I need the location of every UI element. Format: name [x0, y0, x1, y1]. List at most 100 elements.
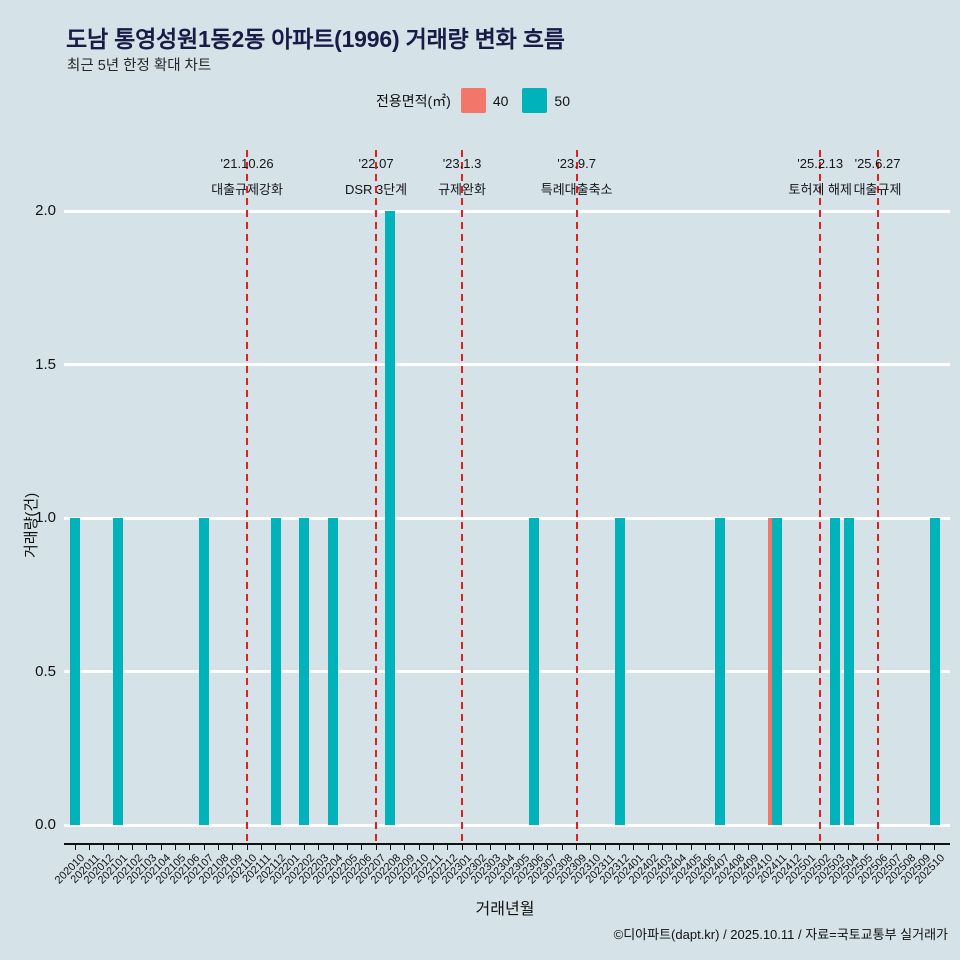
x-tick	[332, 845, 334, 850]
x-tick	[447, 845, 449, 850]
x-tick	[103, 845, 105, 850]
gridline	[64, 363, 950, 366]
event-label: 토허제 해제	[788, 182, 852, 197]
x-tick	[561, 845, 563, 850]
y-tick-label: 0.0	[35, 816, 56, 833]
y-tick-label: 0.5	[35, 662, 56, 680]
x-tick	[146, 845, 148, 850]
x-tick	[432, 845, 434, 850]
x-tick	[375, 845, 377, 850]
credit-text: ©디아파트(dapt.kr) / 2025.10.11 / 자료=국토교통부 실…	[613, 927, 948, 942]
event-date: '21.10.26	[220, 156, 274, 171]
x-tick	[647, 845, 649, 850]
x-tick	[346, 845, 348, 850]
y-tick-label: 1.5	[35, 355, 56, 373]
bar-202101-50m2	[113, 518, 124, 825]
x-tick	[246, 845, 248, 850]
event-line-202506	[876, 150, 879, 843]
x-tick	[604, 845, 606, 850]
x-tick	[275, 845, 277, 850]
x-tick	[289, 845, 291, 850]
x-tick	[748, 845, 750, 850]
event-label: DSR 3단계	[344, 182, 408, 197]
x-tick	[389, 845, 391, 850]
x-tick	[361, 845, 363, 850]
x-tick	[547, 845, 549, 850]
x-tick	[719, 845, 721, 850]
bar-202503-50m2	[829, 518, 840, 825]
x-tick	[776, 845, 778, 850]
bar-202312-50m2	[614, 518, 625, 825]
x-tick	[891, 845, 893, 850]
x-tick	[318, 845, 320, 850]
legend-swatch-40	[460, 88, 486, 113]
x-tick	[174, 845, 176, 850]
x-tick	[905, 845, 907, 850]
x-tick	[303, 845, 305, 850]
x-tick	[88, 845, 90, 850]
x-tick	[819, 845, 821, 850]
event-line-202502	[819, 150, 822, 843]
bar-202107-50m2	[199, 518, 210, 825]
legend-item-50-label: 50	[554, 92, 570, 109]
event-date: '23.1.3	[442, 156, 482, 171]
event-line-202110	[246, 150, 249, 843]
x-tick	[232, 845, 234, 850]
x-tick	[490, 845, 492, 850]
x-tick	[576, 845, 578, 850]
event-date: '25.6.27	[854, 156, 901, 171]
bar-202411-50m2	[772, 518, 783, 825]
chart-subtitle: 최근 5년 한정 확대 차트	[67, 58, 212, 74]
bar-202407-50m2	[714, 518, 725, 825]
event-line-202309	[575, 150, 578, 843]
x-tick	[160, 845, 162, 850]
bar-202306-50m2	[528, 518, 539, 825]
bar-202010-50m2	[70, 518, 81, 825]
gridline	[64, 209, 950, 213]
x-tick	[619, 845, 621, 850]
x-tick	[676, 845, 678, 850]
x-tick	[461, 845, 463, 850]
legend-title: 전용면적(㎡)	[375, 92, 451, 109]
event-date: '23.9.7	[557, 156, 596, 171]
x-tick	[733, 845, 735, 850]
bar-202504-50m2	[843, 518, 854, 825]
x-tick	[131, 845, 133, 850]
legend: 전용면적(㎡) 40 50	[0, 88, 960, 113]
x-tick	[504, 845, 506, 850]
event-label: 규제완화	[438, 182, 486, 197]
bar-202510-50m2	[929, 518, 940, 825]
x-tick	[662, 845, 664, 850]
bar-202202-50m2	[299, 518, 310, 825]
event-line-202301	[461, 150, 464, 843]
x-tick	[518, 845, 520, 850]
x-tick	[633, 845, 635, 850]
legend-swatch-50	[522, 88, 548, 113]
x-tick	[533, 845, 535, 850]
event-date: '25.2.13	[797, 156, 844, 171]
bar-202112-50m2	[270, 518, 281, 825]
x-tick	[418, 845, 420, 850]
x-tick	[260, 845, 262, 850]
legend-item-40-label: 40	[492, 92, 509, 109]
x-tick	[920, 845, 921, 850]
x-axis-line	[64, 843, 950, 845]
x-tick	[934, 845, 936, 850]
event-line-202207	[375, 150, 378, 843]
chart-title: 도남 통영성원1동2동 아파트(1996) 거래량 변화 흐름	[66, 26, 565, 52]
x-tick	[590, 845, 592, 850]
x-tick	[475, 845, 477, 850]
event-date: '22.07	[358, 156, 394, 171]
gridline	[64, 823, 950, 827]
x-tick	[791, 845, 793, 850]
bar-202208-50m2	[385, 211, 396, 825]
event-label: 대출규제	[853, 182, 902, 197]
x-tick	[203, 845, 205, 850]
x-tick	[805, 845, 807, 850]
y-tick-label: 2.0	[35, 202, 56, 219]
event-label: 대출규제강화	[211, 182, 283, 197]
x-tick	[762, 845, 764, 850]
x-tick	[862, 845, 864, 850]
